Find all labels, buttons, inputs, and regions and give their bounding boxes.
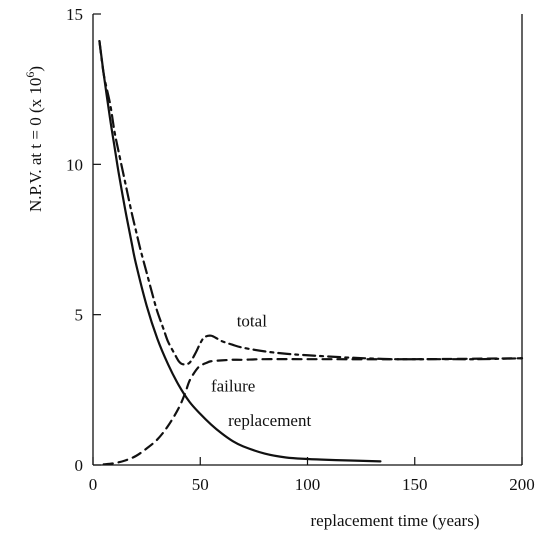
- series-layer: [98, 39, 524, 466]
- y-tick-label-10: 10: [66, 155, 83, 174]
- series-line-replacement: [98, 39, 382, 463]
- x-tick-label-0: 0: [89, 475, 98, 494]
- x-tick-label-150: 150: [402, 475, 428, 494]
- series-line-failure: [102, 357, 524, 466]
- y-tick-label-5: 5: [75, 306, 84, 325]
- plot-frame: [92, 14, 523, 466]
- y-tick-label-0: 0: [75, 456, 84, 475]
- y-axis-title-exponent: 6: [23, 72, 37, 78]
- x-axis-title: replacement time (years): [311, 511, 480, 530]
- x-tick-label-50: 50: [192, 475, 209, 494]
- x-tick-label-100: 100: [295, 475, 321, 494]
- y-axis-title-main: N.P.V. at t = 0 (x 10: [26, 78, 45, 212]
- x-ticks: 0 50 100 150 200: [89, 457, 535, 494]
- label-replacement: replacement: [228, 411, 311, 430]
- series-line-total: [98, 39, 524, 366]
- y-axis-title: N.P.V. at t = 0 (x 106): [23, 66, 45, 212]
- annotation-layer: total failure replacement: [211, 312, 311, 430]
- y-axis-title-close: ): [26, 66, 45, 72]
- y-tick-label-15: 15: [66, 5, 83, 24]
- label-failure: failure: [211, 376, 255, 395]
- y-ticks: 0 5 10 15: [66, 5, 101, 475]
- label-total: total: [237, 312, 267, 331]
- x-tick-label-200: 200: [509, 475, 535, 494]
